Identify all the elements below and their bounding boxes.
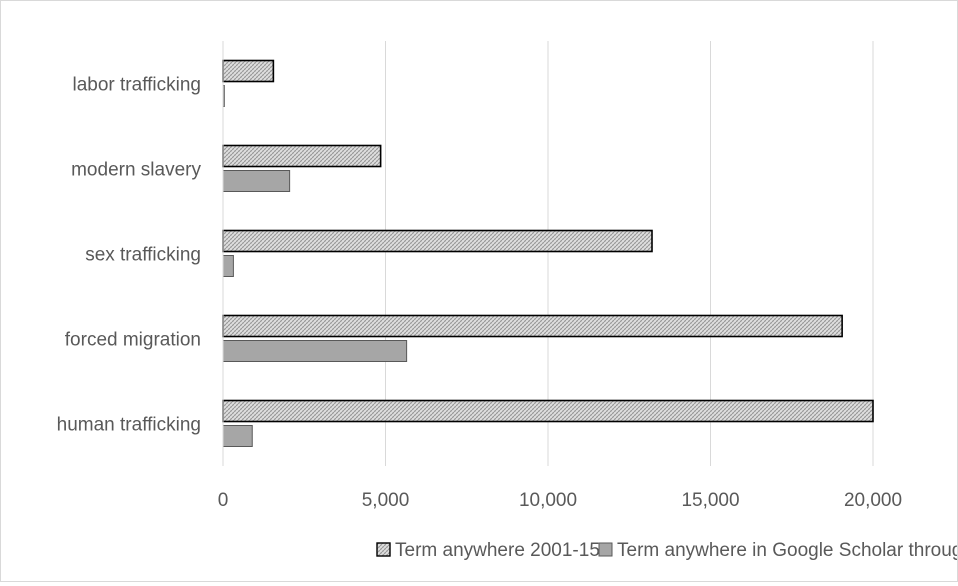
category-label: modern slavery [71,160,201,181]
legend: Term anywhere 2001-15 Term anywhere in Go… [376,540,958,561]
category-label: human trafficking [57,415,201,436]
axes: 0 5,000 10,000 15,000 20,000 human traffickin… [57,41,902,511]
gridlines [385,41,874,466]
x-tick-label: 5,000 [362,490,410,511]
bar-through-2000 [222,425,253,447]
bar-through-2000 [222,170,291,192]
bar-2001-15 [222,229,653,253]
bar-2001-15 [222,314,843,338]
legend-swatch-through-2000 [598,542,613,557]
x-tick-label: 15,000 [681,490,739,511]
bar-through-2000 [222,255,234,277]
x-tick-label: 20,000 [844,490,902,511]
bar-2001-15 [222,59,275,83]
x-tick-label: 10,000 [519,490,577,511]
bar-2001-15 [222,399,874,423]
category-label: sex trafficking [85,245,201,266]
legend-swatch-2001-15 [376,542,391,557]
bar-through-2000 [222,340,408,362]
category-label: labor trafficking [73,75,202,96]
bar-2001-15 [222,144,382,168]
category-label: forced migration [65,330,201,351]
x-tick-label: 0 [218,490,229,511]
legend-label: Term anywhere 2001-15 [395,540,600,561]
bars [222,59,874,447]
legend-label: Term anywhere in Google Scholar through … [617,540,957,561]
